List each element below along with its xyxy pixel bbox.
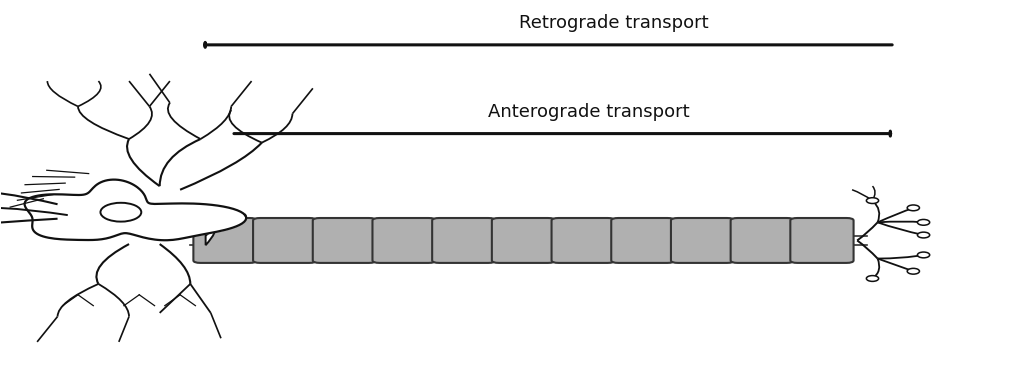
FancyBboxPatch shape [791, 218, 854, 263]
Text: Retrograde transport: Retrograde transport [519, 14, 709, 32]
FancyBboxPatch shape [253, 218, 316, 263]
FancyBboxPatch shape [312, 218, 376, 263]
Ellipse shape [918, 232, 930, 238]
FancyBboxPatch shape [373, 218, 435, 263]
PathPatch shape [193, 210, 216, 245]
Ellipse shape [866, 198, 879, 204]
Ellipse shape [907, 205, 920, 211]
FancyBboxPatch shape [611, 218, 675, 263]
FancyBboxPatch shape [731, 218, 794, 263]
Text: Anterograde transport: Anterograde transport [487, 103, 689, 121]
Ellipse shape [100, 203, 141, 222]
FancyBboxPatch shape [671, 218, 734, 263]
Ellipse shape [866, 276, 879, 281]
Ellipse shape [918, 252, 930, 258]
Polygon shape [25, 180, 246, 240]
Ellipse shape [907, 268, 920, 274]
FancyBboxPatch shape [194, 218, 257, 263]
FancyBboxPatch shape [552, 218, 614, 263]
Ellipse shape [918, 219, 930, 225]
FancyBboxPatch shape [492, 218, 555, 263]
FancyBboxPatch shape [432, 218, 496, 263]
